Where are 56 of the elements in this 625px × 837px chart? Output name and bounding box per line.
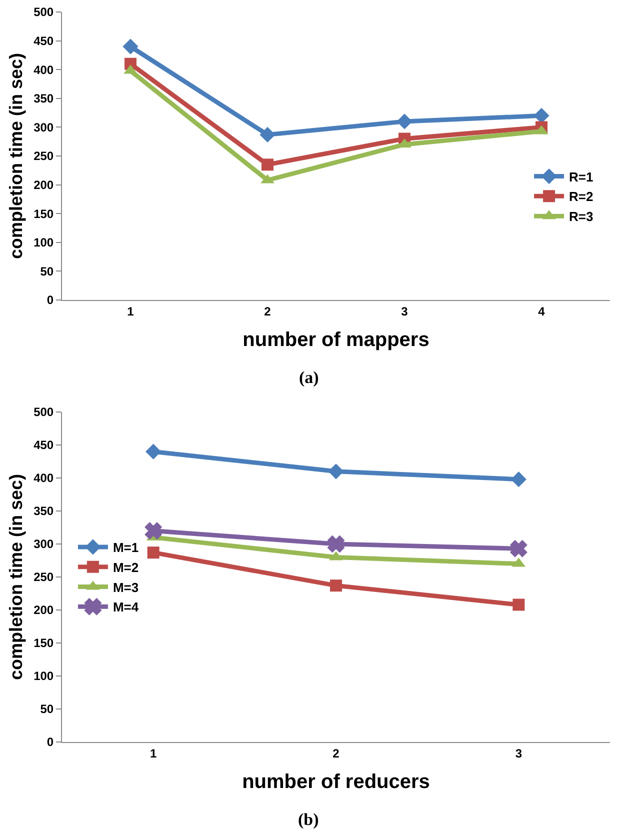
x-axis-title: number of mappers	[242, 328, 430, 351]
y-tick-label: 150	[34, 636, 54, 650]
point	[328, 464, 344, 480]
point	[328, 536, 344, 552]
legend-label: R=1	[569, 169, 594, 184]
y-axis-title: completion time (in sec)	[6, 474, 26, 680]
y-tick-label: 50	[40, 264, 54, 278]
x-axis-title: number of reducers	[242, 770, 430, 793]
y-tick-label: 250	[34, 149, 54, 164]
y-tick-label: 350	[34, 504, 54, 518]
x-tick-label: 4	[538, 304, 546, 318]
legend-label: M=4	[112, 600, 140, 615]
x-tick-label: 2	[332, 746, 340, 760]
y-tick-label: 300	[34, 120, 54, 134]
point	[330, 580, 342, 592]
point	[147, 546, 160, 559]
y-tick-label: 200	[34, 178, 54, 192]
x-tick-label: 3	[401, 304, 408, 318]
point	[512, 598, 525, 611]
y-tick-label: 200	[34, 603, 54, 618]
point	[534, 108, 550, 124]
y-tick-label: 100	[34, 236, 54, 250]
legend-label: M=1	[112, 540, 139, 556]
y-tick-label: 350	[34, 92, 54, 106]
y-tick-label: 0	[46, 293, 54, 308]
y-tick-label: 50	[40, 702, 54, 716]
y-tick-label: 150	[34, 206, 54, 221]
point	[146, 444, 162, 460]
x-tick-label: 1	[127, 304, 134, 318]
y-tick-label: 500	[34, 405, 54, 420]
point	[144, 522, 162, 540]
y-tick-label: 450	[34, 438, 54, 452]
point	[260, 126, 276, 142]
y-tick-label: 450	[34, 34, 54, 48]
y-axis-title: completion time (in sec)	[6, 52, 26, 260]
text: (b)	[298, 810, 319, 829]
y-tick-label: 0	[46, 735, 54, 750]
x-tick-label: 2	[264, 304, 272, 318]
legend-label: M=2	[112, 560, 139, 575]
point	[262, 158, 274, 171]
text: (a)	[299, 368, 319, 387]
y-tick-label: 400	[34, 471, 54, 486]
y-tick-label: 300	[34, 537, 54, 552]
point	[510, 540, 528, 557]
x-tick-label: 1	[150, 746, 157, 760]
y-tick-label: 400	[34, 62, 54, 77]
y-tick-label: 250	[34, 570, 54, 584]
y-tick-label: 100	[34, 669, 54, 684]
point	[396, 114, 412, 130]
legend-label: M=3	[112, 580, 139, 595]
x-tick-label: 3	[515, 746, 522, 760]
legend-label: R=2	[569, 189, 594, 204]
point	[122, 38, 138, 54]
y-tick-label: 500	[34, 5, 54, 20]
legend-label: R=3	[569, 209, 594, 224]
point	[510, 472, 526, 488]
